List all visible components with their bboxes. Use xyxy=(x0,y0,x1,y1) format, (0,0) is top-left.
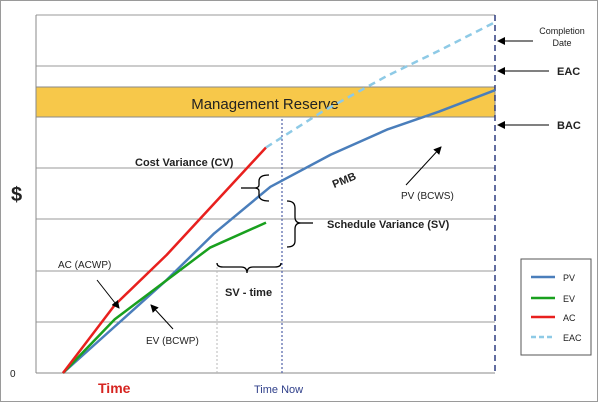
legend: PV EV AC EAC xyxy=(520,258,592,356)
ac-arrow xyxy=(96,279,120,309)
series-line-pv xyxy=(62,89,496,374)
sv-bracket xyxy=(286,200,302,248)
pmb-label: PMB xyxy=(331,171,358,191)
x-time-now-label: Time Now xyxy=(254,384,303,396)
series-line-eac xyxy=(265,21,496,149)
legend-label-ev: EV xyxy=(563,294,575,304)
sv-label: Schedule Variance (SV) xyxy=(327,219,450,231)
completion-label-line1: Completion xyxy=(539,26,585,36)
completion-label-line2: Date xyxy=(552,38,571,48)
series-line-ev xyxy=(62,221,267,374)
pv-bcws-label: PV (BCWS) xyxy=(401,191,454,202)
ev-arrow xyxy=(150,304,174,330)
series-line-ac xyxy=(62,146,267,374)
series-layer xyxy=(62,21,496,374)
legend-label-pv: PV xyxy=(563,273,575,283)
x-start-label: Time xyxy=(98,380,131,396)
y-origin-label: 0 xyxy=(10,369,16,380)
management-reserve-label: Management Reserve xyxy=(191,96,339,113)
gridlines xyxy=(36,14,495,323)
eac-label: EAC xyxy=(557,66,580,78)
pv-arrow xyxy=(405,146,442,186)
sv-time-bracket xyxy=(216,262,282,274)
legend-label-eac: EAC xyxy=(563,333,582,343)
bac-label: BAC xyxy=(557,120,581,132)
y-axis-label: $ xyxy=(11,184,22,206)
ev-bcwp-label: EV (BCWP) xyxy=(146,336,199,347)
sv-time-label: SV - time xyxy=(225,287,272,299)
legend-label-ac: AC xyxy=(563,313,576,323)
legend-box xyxy=(520,258,592,356)
cv-label: Cost Variance (CV) xyxy=(135,157,234,169)
ac-acwp-label: AC (ACWP) xyxy=(58,260,111,271)
